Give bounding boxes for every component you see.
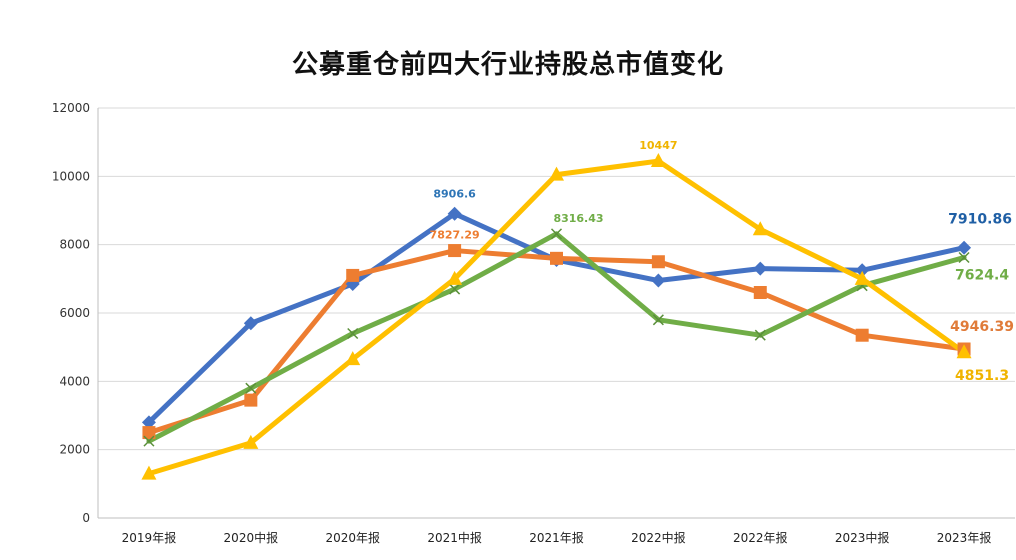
x-tick-label: 2022中报 xyxy=(631,530,686,545)
data-point xyxy=(650,153,666,168)
data-point xyxy=(346,268,360,282)
data-point xyxy=(651,273,666,288)
y-tick-label: 8000 xyxy=(59,238,90,252)
data-point xyxy=(447,270,463,285)
y-tick-label: 0 xyxy=(82,511,90,525)
data-point xyxy=(449,283,461,295)
data-label: 7910.86 xyxy=(948,212,1012,228)
data-point xyxy=(345,351,361,366)
data-point xyxy=(141,465,157,480)
y-tick-label: 10000 xyxy=(52,169,90,183)
chart-title: 公募重仓前四大行业持股总市值变化 xyxy=(291,50,724,80)
data-point xyxy=(243,434,259,449)
y-tick-label: 6000 xyxy=(59,306,90,320)
x-tick-label: 2023年报 xyxy=(937,530,992,545)
data-point xyxy=(753,286,767,299)
x-tick-label: 2021年报 xyxy=(529,530,584,545)
data-point xyxy=(652,314,664,326)
data-point xyxy=(143,435,155,447)
data-point xyxy=(956,344,972,359)
data-label: 4946.39 xyxy=(950,319,1014,335)
data-point xyxy=(855,263,870,278)
data-point xyxy=(854,270,870,285)
data-label: 10447 xyxy=(639,139,677,152)
y-tick-label: 4000 xyxy=(59,374,90,388)
series-line xyxy=(146,248,967,436)
data-point xyxy=(142,426,156,440)
data-label: 8316.43 xyxy=(553,212,603,225)
data-labels: 8906.6 7910.86 7827.29 4946.39 8316.43 7624.4… xyxy=(430,139,1014,384)
data-label: 7624.4 xyxy=(955,267,1009,283)
data-point xyxy=(957,240,972,255)
x-tick-label: 2019年报 xyxy=(122,530,177,545)
data-point xyxy=(855,328,869,342)
y-tick-label: 2000 xyxy=(59,443,90,457)
x-axis: 2019年报 2020中报 2020年报 2021中报 2021年报 2022中报 2022… xyxy=(97,108,1015,545)
series-markers xyxy=(141,153,972,480)
x-tick-label: 2022年报 xyxy=(733,530,788,545)
series-lines xyxy=(146,158,967,477)
x-tick-label: 2020年报 xyxy=(325,530,380,545)
x-tick-label: 2020中报 xyxy=(224,530,279,545)
x-tick-label: 2021中报 xyxy=(427,530,482,545)
data-point xyxy=(958,251,970,264)
data-point xyxy=(243,316,258,331)
data-point xyxy=(245,382,257,394)
data-point xyxy=(549,166,564,181)
data-point xyxy=(447,206,462,221)
x-tick-label: 2023中报 xyxy=(835,530,890,545)
y-tick-label: 12000 xyxy=(52,101,90,115)
data-point xyxy=(550,251,563,265)
y-axis: 0 2000 4000 6000 8000 10000 12000 xyxy=(52,101,90,525)
data-label: 8906.6 xyxy=(433,188,476,201)
data-point xyxy=(651,255,665,269)
data-point xyxy=(347,327,359,340)
data-label: 7827.29 xyxy=(430,229,480,242)
data-point xyxy=(752,221,768,236)
data-point xyxy=(550,228,563,240)
data-point xyxy=(754,329,766,341)
data-point xyxy=(448,244,462,258)
data-point xyxy=(244,393,258,407)
data-point xyxy=(141,415,156,430)
data-label: 4851.3 xyxy=(955,368,1009,384)
data-point xyxy=(753,261,768,276)
